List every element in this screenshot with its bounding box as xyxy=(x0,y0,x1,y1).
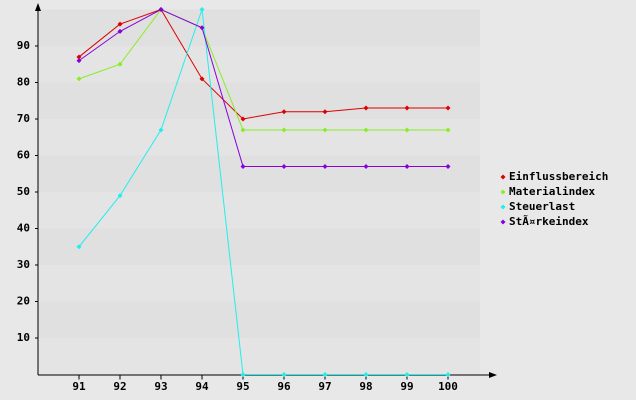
y-tick-label: 80 xyxy=(17,76,30,89)
legend-label: Einflussbereich xyxy=(509,170,608,183)
data-point xyxy=(117,21,123,27)
x-tick-label: 98 xyxy=(359,380,372,393)
grid-band xyxy=(38,46,480,83)
data-point xyxy=(76,76,82,82)
legend-marker xyxy=(500,204,506,210)
data-point xyxy=(322,163,328,169)
data-point xyxy=(199,76,205,82)
legend-marker xyxy=(500,174,506,180)
data-point xyxy=(240,372,246,377)
y-tick-label: 30 xyxy=(17,258,30,271)
grid-band xyxy=(38,119,480,156)
data-point xyxy=(76,58,82,64)
data-point xyxy=(199,25,205,31)
grid-band xyxy=(38,301,480,338)
x-tick-label: 91 xyxy=(72,380,86,393)
data-point xyxy=(322,127,328,133)
x-tick-label: 92 xyxy=(113,380,126,393)
x-axis-arrow xyxy=(489,372,497,378)
data-point xyxy=(117,61,123,67)
data-point xyxy=(322,109,328,115)
x-tick-label: 100 xyxy=(438,380,458,393)
y-tick-label: 40 xyxy=(17,222,30,235)
data-point xyxy=(363,105,369,111)
x-tick-label: 97 xyxy=(318,380,331,393)
data-point xyxy=(445,372,451,377)
series-line xyxy=(78,9,448,375)
y-axis-arrow xyxy=(35,3,41,11)
grid-band xyxy=(38,82,480,119)
data-point xyxy=(404,105,410,111)
y-tick-label: 50 xyxy=(17,185,30,198)
data-point xyxy=(363,127,369,133)
data-point xyxy=(445,127,451,133)
data-point xyxy=(445,163,451,169)
data-point xyxy=(445,105,451,111)
x-tick-label: 95 xyxy=(236,380,249,393)
legend-label: Materialindex xyxy=(509,185,595,198)
grid-band xyxy=(38,228,480,265)
data-point xyxy=(117,193,123,199)
data-point xyxy=(404,372,410,377)
y-tick-label: 10 xyxy=(17,331,30,344)
y-tick-label: 60 xyxy=(17,149,30,162)
data-point xyxy=(76,54,82,60)
grid-band xyxy=(38,338,480,375)
legend-label: StÃ¤rkeindex xyxy=(509,215,589,228)
series-line xyxy=(78,8,448,131)
y-tick-label: 90 xyxy=(17,39,30,52)
data-point xyxy=(240,163,246,169)
data-point xyxy=(281,163,287,169)
data-point xyxy=(363,163,369,169)
legend-label: Steuerlast xyxy=(509,200,575,213)
x-tick-label: 96 xyxy=(277,380,291,393)
y-tick-label: 70 xyxy=(17,112,30,125)
data-point xyxy=(240,127,246,133)
grid-band xyxy=(38,192,480,229)
grid-band xyxy=(38,9,480,46)
data-point xyxy=(281,109,287,115)
data-point xyxy=(199,7,205,12)
data-point xyxy=(76,244,82,250)
data-point xyxy=(404,163,410,169)
data-point xyxy=(281,127,287,133)
data-point xyxy=(404,127,410,133)
data-point xyxy=(281,372,287,377)
plot-bands xyxy=(38,9,480,375)
grid-band xyxy=(38,265,480,302)
y-tick-label: 20 xyxy=(17,295,30,308)
data-point xyxy=(322,372,328,377)
legend-marker xyxy=(500,189,506,195)
series-line xyxy=(78,8,448,120)
x-tick-label: 93 xyxy=(154,380,167,393)
grid-band xyxy=(38,155,480,192)
legend-marker xyxy=(500,219,506,225)
data-point xyxy=(240,116,246,122)
x-tick-label: 99 xyxy=(400,380,413,393)
x-tick-label: 94 xyxy=(195,380,209,393)
data-point xyxy=(158,127,164,133)
series-line xyxy=(78,8,448,167)
data-point xyxy=(363,372,369,377)
data-point xyxy=(158,7,164,12)
data-point xyxy=(117,28,123,34)
